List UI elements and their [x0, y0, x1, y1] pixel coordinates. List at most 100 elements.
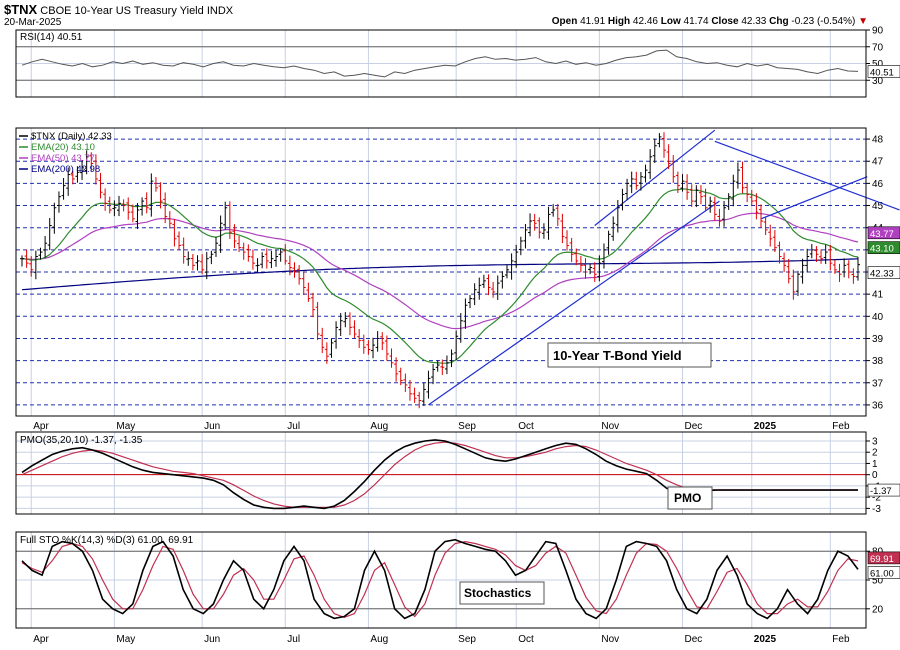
symbol-name: CBOE 10-Year US Treasury Yield	[40, 5, 204, 17]
open-label: Open	[551, 16, 578, 27]
price-xtick-label: Apr	[33, 421, 49, 432]
legend-entry-ema200: EMA(200) 42.98	[31, 164, 100, 175]
price-xtick-label: Aug	[370, 421, 388, 432]
sto-annotation-box	[459, 581, 545, 605]
open-value: 41.91	[580, 16, 606, 27]
date-label: 20-Mar-2025	[4, 17, 62, 28]
pmo-ytick-label: 3	[872, 436, 878, 447]
sto-xtick-label: Apr	[33, 634, 49, 645]
close-value: 42.33	[741, 16, 767, 27]
sto-xtick-label: Jun	[204, 634, 220, 645]
rsi-ytick-label: 90	[872, 26, 884, 37]
price-ytick-label: 37	[872, 378, 884, 389]
legend-entry-ema20: EMA(20) 43.10	[31, 142, 95, 153]
sto-xtick-label: Dec	[684, 634, 702, 645]
high-value: 42.46	[632, 16, 658, 27]
change-label: Chg	[769, 16, 789, 27]
price-panel-frame	[15, 127, 867, 417]
legend-entry-price: $TNX (Daily) 42.33	[31, 131, 112, 142]
rsi-ytick-label: 70	[872, 42, 884, 53]
pmo-value-tag: -1.37	[870, 486, 892, 497]
ema200-line	[21, 258, 859, 291]
price-xtick-label: Nov	[601, 421, 619, 432]
sto-value-tag: 61.00	[870, 568, 894, 579]
rsi-panel-frame	[15, 29, 867, 98]
price-xtick-label: 2025	[754, 421, 777, 432]
low-label: Low	[660, 16, 681, 27]
price-xtick-label: Jun	[204, 421, 220, 432]
price-xtick-label: Dec	[684, 421, 702, 432]
price-value-tag-box	[867, 241, 900, 254]
ohlc-readout: Open 41.91 High 42.46 Low 41.74 Close 42…	[552, 16, 868, 27]
exchange-label: INDX	[206, 5, 234, 17]
chart-header: $TNX CBOE 10-Year US Treasury Yield INDX	[4, 2, 233, 17]
sto-xtick-label: Feb	[832, 634, 850, 645]
price-ytick-label: 38	[872, 356, 884, 367]
price-ytick-label: 39	[872, 334, 884, 345]
pmo-ytick-label: 0	[872, 470, 878, 481]
price-value-tag: 43.77	[870, 229, 894, 240]
rsi-label: RSI(14) 40.51	[20, 32, 83, 43]
pmo-ytick-label: -2	[872, 493, 881, 504]
pmo-label: PMO(35,20,10) -1.37, -1.35	[20, 435, 143, 446]
price-xtick-label: Feb	[832, 421, 850, 432]
price-value-tag: 43.10	[870, 244, 894, 255]
price-annotation: 10-Year T-Bond Yield	[553, 348, 682, 363]
trend-resistance-line	[594, 129, 716, 226]
sto-panel-frame	[15, 531, 867, 629]
sto-ytick-label: 50	[872, 576, 884, 587]
price-ytick-label: 46	[872, 179, 884, 190]
rsi-value-tag: 40.51	[870, 67, 894, 78]
price-ytick-label: 36	[872, 400, 884, 411]
pmo-ytick-label: 2	[872, 448, 878, 459]
change-value: -0.23 (-0.54%)	[791, 16, 856, 27]
price-value-tag-box	[867, 226, 900, 240]
pmo-value-tag-box	[867, 483, 900, 497]
sto-ytick-label: 20	[872, 604, 884, 615]
high-label: High	[607, 16, 631, 27]
price-xtick-label: Oct	[518, 421, 534, 432]
trend-down-line	[714, 140, 900, 211]
sto-xtick-label: Aug	[370, 634, 388, 645]
price-xtick-label: Jul	[287, 421, 300, 432]
triangle-down-icon: ▼	[858, 16, 868, 27]
sto-xtick-label: May	[116, 634, 135, 645]
price-value-tag-box	[867, 266, 900, 279]
price-xtick-label: Sep	[458, 421, 476, 432]
close-label: Close	[711, 16, 739, 27]
price-ytick-label: 40	[872, 312, 884, 323]
sto-xtick-label: Sep	[458, 634, 476, 645]
price-xtick-label: May	[116, 421, 135, 432]
ema20-line	[21, 188, 859, 364]
sto-d-line	[21, 540, 859, 619]
rsi-value-tag-box	[867, 65, 900, 78]
rsi-line	[21, 49, 859, 78]
pmo-annotation-box	[667, 486, 713, 510]
sto-xtick-label: 2025	[754, 634, 777, 645]
trend-up-line	[760, 176, 868, 220]
sto-k-line	[21, 538, 859, 620]
price-value-tag: 42.33	[870, 269, 894, 280]
sto-value-tag-box	[867, 566, 900, 579]
pmo-ytick-label: -3	[872, 504, 881, 515]
sto-value-tag: 69.91	[870, 554, 894, 565]
sto-annotation: Stochastics	[464, 586, 532, 600]
sto-xtick-label: Jul	[287, 634, 300, 645]
ema50-line	[21, 212, 859, 330]
trend-support-line	[428, 200, 720, 406]
price-ytick-label: 45	[872, 201, 884, 212]
price-ytick-label: 47	[872, 157, 884, 168]
symbol-label: $TNX	[4, 2, 38, 17]
pmo-annotation: PMO	[674, 491, 701, 505]
legend-entry-ema50: EMA(50) 43.77	[31, 153, 95, 164]
pmo-line	[21, 439, 858, 510]
sto-label: Full STO %K(14,3) %D(3) 61.00, 69.91	[20, 535, 194, 546]
price-ytick-label: 48	[872, 135, 884, 146]
price-ytick-label: 41	[872, 290, 884, 301]
low-value: 41.74	[683, 16, 709, 27]
annotation-box	[547, 342, 712, 368]
rsi-ytick-label: 50	[872, 59, 884, 70]
pmo-ytick-label: 1	[872, 459, 878, 470]
pmo-panel-frame	[15, 431, 867, 515]
